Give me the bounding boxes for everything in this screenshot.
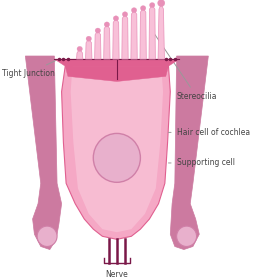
Polygon shape [71,66,163,232]
Polygon shape [113,18,119,59]
Text: Hair cell of cochlea: Hair cell of cochlea [168,128,250,137]
Ellipse shape [131,8,137,13]
Ellipse shape [37,226,57,246]
Ellipse shape [113,16,119,21]
Text: Tight Junction: Tight Junction [2,60,56,78]
Text: Supporting cell: Supporting cell [168,158,235,167]
Polygon shape [62,66,170,239]
Ellipse shape [104,22,110,27]
Ellipse shape [158,0,165,7]
Ellipse shape [122,12,128,17]
Ellipse shape [93,134,140,182]
Polygon shape [170,56,208,249]
Ellipse shape [86,36,92,41]
Polygon shape [149,5,155,59]
Ellipse shape [140,6,146,11]
Ellipse shape [95,28,101,33]
Polygon shape [86,39,92,59]
Polygon shape [104,24,110,59]
Polygon shape [140,8,146,59]
Polygon shape [122,14,128,59]
Polygon shape [95,31,101,59]
Polygon shape [54,59,179,66]
Polygon shape [25,56,62,249]
Text: Nerve: Nerve [106,270,128,279]
Ellipse shape [177,226,197,246]
Polygon shape [77,49,83,59]
Polygon shape [65,66,168,81]
Ellipse shape [149,3,155,8]
Text: Stereocilia: Stereocilia [154,33,217,101]
Polygon shape [158,4,164,59]
Polygon shape [131,10,137,59]
Ellipse shape [77,46,82,52]
